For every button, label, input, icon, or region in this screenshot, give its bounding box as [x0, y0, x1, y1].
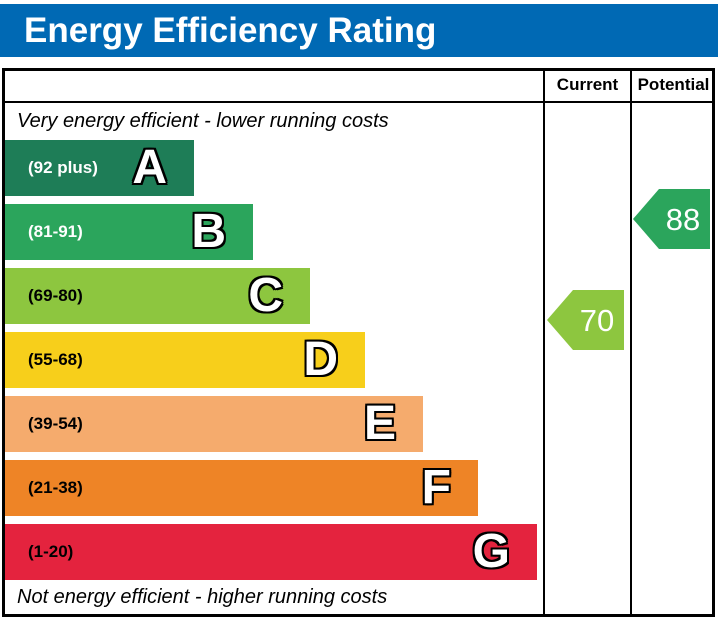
current-column-header: Current — [556, 74, 619, 94]
band-d-range-label: (55-68) — [28, 350, 83, 369]
band-e-range-label: (39-54) — [28, 414, 83, 433]
band-f-bar: (21-38) F — [5, 460, 478, 516]
band-b-range-label: (81-91) — [28, 222, 83, 241]
band-g-range-label: (1-20) — [28, 542, 74, 561]
potential-rating-value: 88 — [666, 202, 700, 237]
potential-column-header: Potential — [637, 74, 710, 94]
band-f-letter: F — [421, 461, 451, 514]
band-e-letter: E — [363, 397, 396, 450]
band-g-bar: (1-20) G — [5, 524, 537, 580]
current-arrow-shape — [547, 290, 624, 350]
potential-column-divider — [630, 68, 632, 617]
potential-rating-arrow: 88 — [633, 189, 710, 249]
band-d-bar: (55-68) D — [5, 332, 365, 388]
top-caption: Very energy efficient - lower running co… — [17, 110, 389, 132]
bottom-caption: Not energy efficient - higher running co… — [17, 586, 388, 608]
current-rating-value: 70 — [580, 303, 614, 338]
band-a-bar: (92 plus) A — [5, 140, 194, 196]
title-bar: Energy Efficiency Rating — [0, 4, 718, 57]
band-a-letter: A — [132, 141, 167, 194]
band-b-letter: B — [191, 205, 226, 258]
potential-arrow-shape — [633, 189, 710, 249]
band-c-bar: (69-80) C — [5, 268, 310, 324]
header-row-divider — [2, 101, 715, 103]
band-c-letter: C — [248, 269, 283, 322]
band-b-bar: (81-91) B — [5, 204, 253, 260]
current-column-divider — [543, 68, 545, 617]
band-a-range-label: (92 plus) — [28, 158, 98, 177]
band-c-range-label: (69-80) — [28, 286, 83, 305]
current-rating-arrow: 70 — [547, 290, 624, 350]
page-title: Energy Efficiency Rating — [24, 10, 437, 50]
band-e-bar: (39-54) E — [5, 396, 423, 452]
band-g-letter: G — [472, 525, 510, 578]
band-d-letter: D — [303, 333, 338, 386]
band-f-range-label: (21-38) — [28, 478, 83, 497]
